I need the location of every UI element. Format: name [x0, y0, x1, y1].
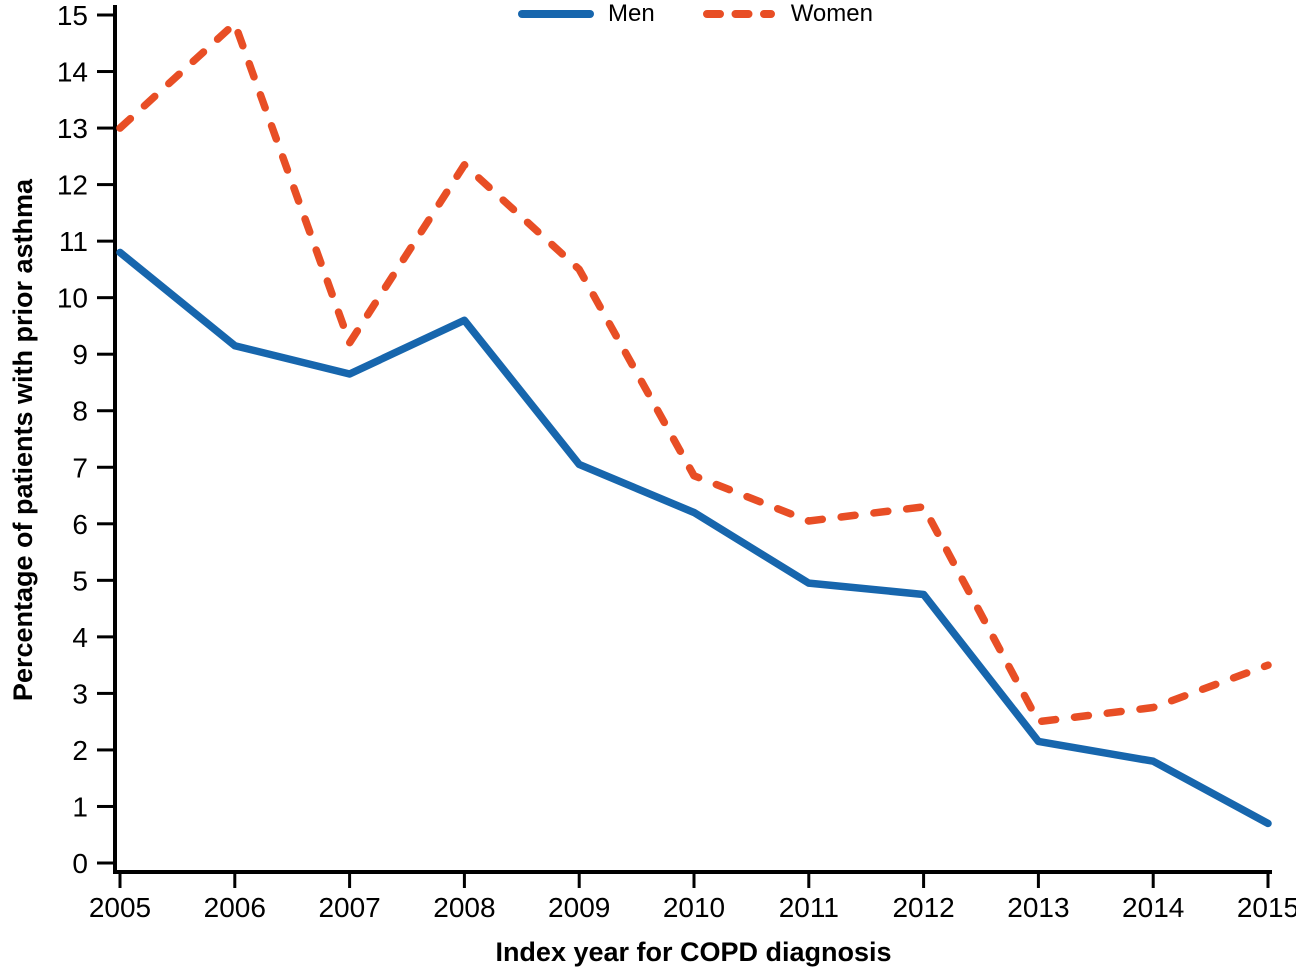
y-tick-label: 4 — [72, 622, 88, 653]
men-line-swatch — [518, 9, 594, 18]
y-tick-label: 1 — [72, 791, 88, 822]
x-tick-label: 2006 — [204, 892, 266, 923]
x-axis-title: Index year for COPD diagnosis — [495, 937, 892, 967]
x-tick-label: 2008 — [433, 892, 495, 923]
y-tick-label: 12 — [57, 170, 88, 201]
x-tick-label: 2014 — [1122, 892, 1184, 923]
y-tick-label: 0 — [72, 848, 88, 879]
x-tick-label: 2010 — [663, 892, 725, 923]
y-tick-label: 5 — [72, 565, 88, 596]
y-tick-label: 13 — [57, 113, 88, 144]
y-axis-title: Percentage of patients with prior asthma — [7, 178, 38, 702]
y-tick-label: 9 — [72, 339, 88, 370]
y-tick-label: 10 — [57, 283, 88, 314]
x-tick-label: 2011 — [779, 892, 839, 923]
y-tick-label: 2 — [72, 735, 88, 766]
y-tick-label: 8 — [72, 396, 88, 427]
y-tick-label: 3 — [72, 678, 88, 709]
men-line — [116, 248, 1272, 828]
x-tick-label: 2007 — [318, 892, 380, 923]
y-tick-label: 15 — [57, 0, 88, 31]
x-tick-label: 2005 — [89, 892, 151, 923]
y-tick-label: 11 — [59, 226, 88, 257]
legend-label-women: Women — [790, 0, 873, 27]
legend-label-men: Men — [608, 0, 655, 27]
chart-legend: Men Women — [517, 0, 873, 27]
y-tick-label: 7 — [72, 452, 88, 483]
women-line — [116, 19, 1272, 726]
x-tick-label: 2009 — [548, 892, 610, 923]
y-tick-label: 6 — [72, 509, 88, 540]
x-tick-label: 2012 — [892, 892, 954, 923]
x-tick-label: 2013 — [1007, 892, 1069, 923]
y-tick-label: 14 — [57, 57, 88, 88]
women-line-swatch — [702, 9, 775, 18]
x-tick-label: 2015 — [1237, 892, 1296, 923]
